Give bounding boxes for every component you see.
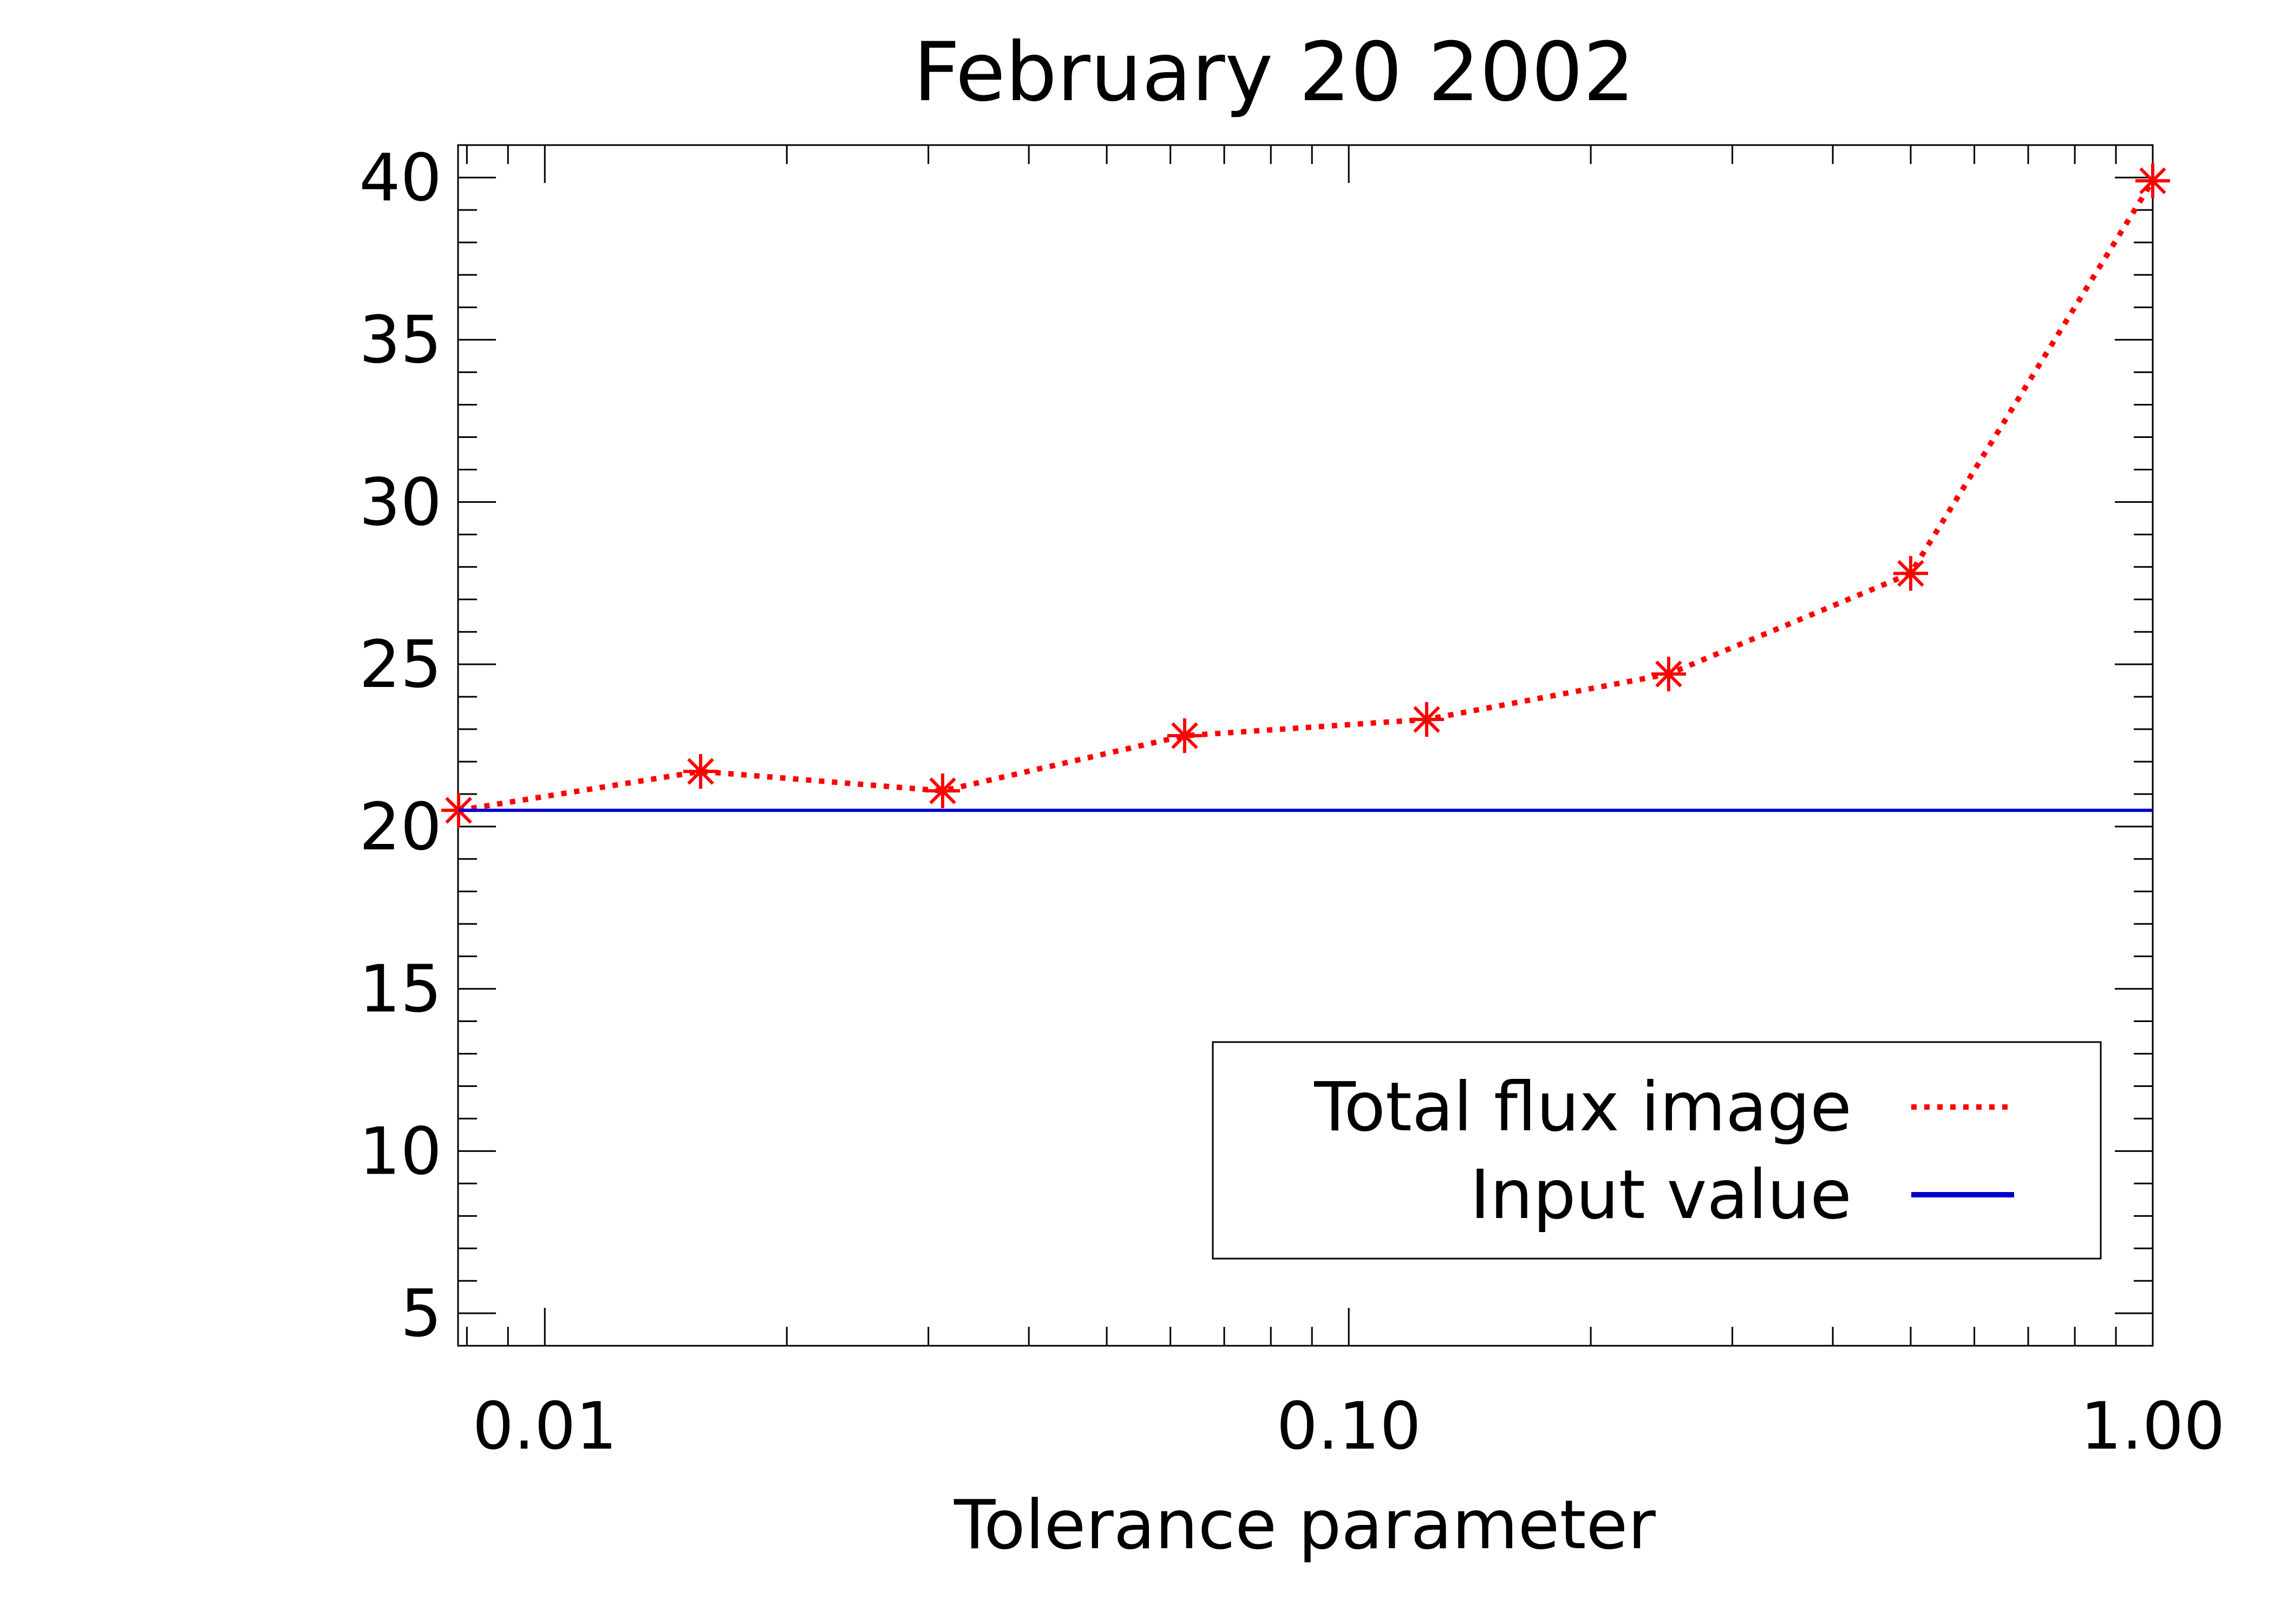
- legend: Total flux image Input value: [1212, 1041, 2102, 1260]
- y-tick-label: 35: [359, 303, 442, 378]
- x-tick-label: 0.01: [473, 1389, 617, 1464]
- marker-stroke: [1171, 722, 1198, 749]
- x-axis-title: Tolerance parameter: [953, 1486, 1656, 1564]
- data-point-marker: [683, 754, 718, 789]
- legend-label-total-flux: Total flux image: [1314, 1068, 1852, 1147]
- marker-stroke: [1655, 660, 1682, 687]
- data-point-marker: [1409, 702, 1445, 737]
- marker-stroke: [1413, 706, 1440, 733]
- y-tick-label: 40: [359, 141, 442, 216]
- plot-area-frame: [457, 144, 2154, 1347]
- x-tick-label: 1.00: [2080, 1389, 2225, 1464]
- y-tick-label: 20: [359, 790, 442, 865]
- y-tick-label: 30: [359, 465, 442, 540]
- data-point-marker: [1167, 718, 1203, 754]
- series-line-total-flux: [458, 179, 2155, 813]
- chart-title: February 20 2002: [913, 25, 1635, 120]
- marker-stroke: [2139, 167, 2166, 194]
- legend-label-input-value: Input value: [1470, 1156, 1852, 1234]
- data-point-marker: [1893, 556, 1929, 591]
- x-tick-label: 0.10: [1277, 1389, 1421, 1464]
- marker-stroke: [687, 758, 714, 785]
- legend-box: [1212, 1041, 2102, 1260]
- axis-tick-labels: 5 10 15 20 25 30 35 40 0.01 0.10 1.00: [359, 141, 2225, 1464]
- data-point-marker: [925, 773, 960, 808]
- y-tick-label: 15: [359, 952, 442, 1027]
- y-tick-label: 10: [359, 1114, 442, 1189]
- data-point-marker: [1651, 657, 1687, 692]
- y-tick-label: 25: [359, 627, 442, 703]
- y-tick-label: 5: [401, 1276, 442, 1352]
- marker-stroke: [929, 777, 956, 804]
- data-point-marker: [2135, 163, 2170, 198]
- series-layer: [441, 163, 2170, 828]
- marker-stroke: [1897, 560, 1924, 587]
